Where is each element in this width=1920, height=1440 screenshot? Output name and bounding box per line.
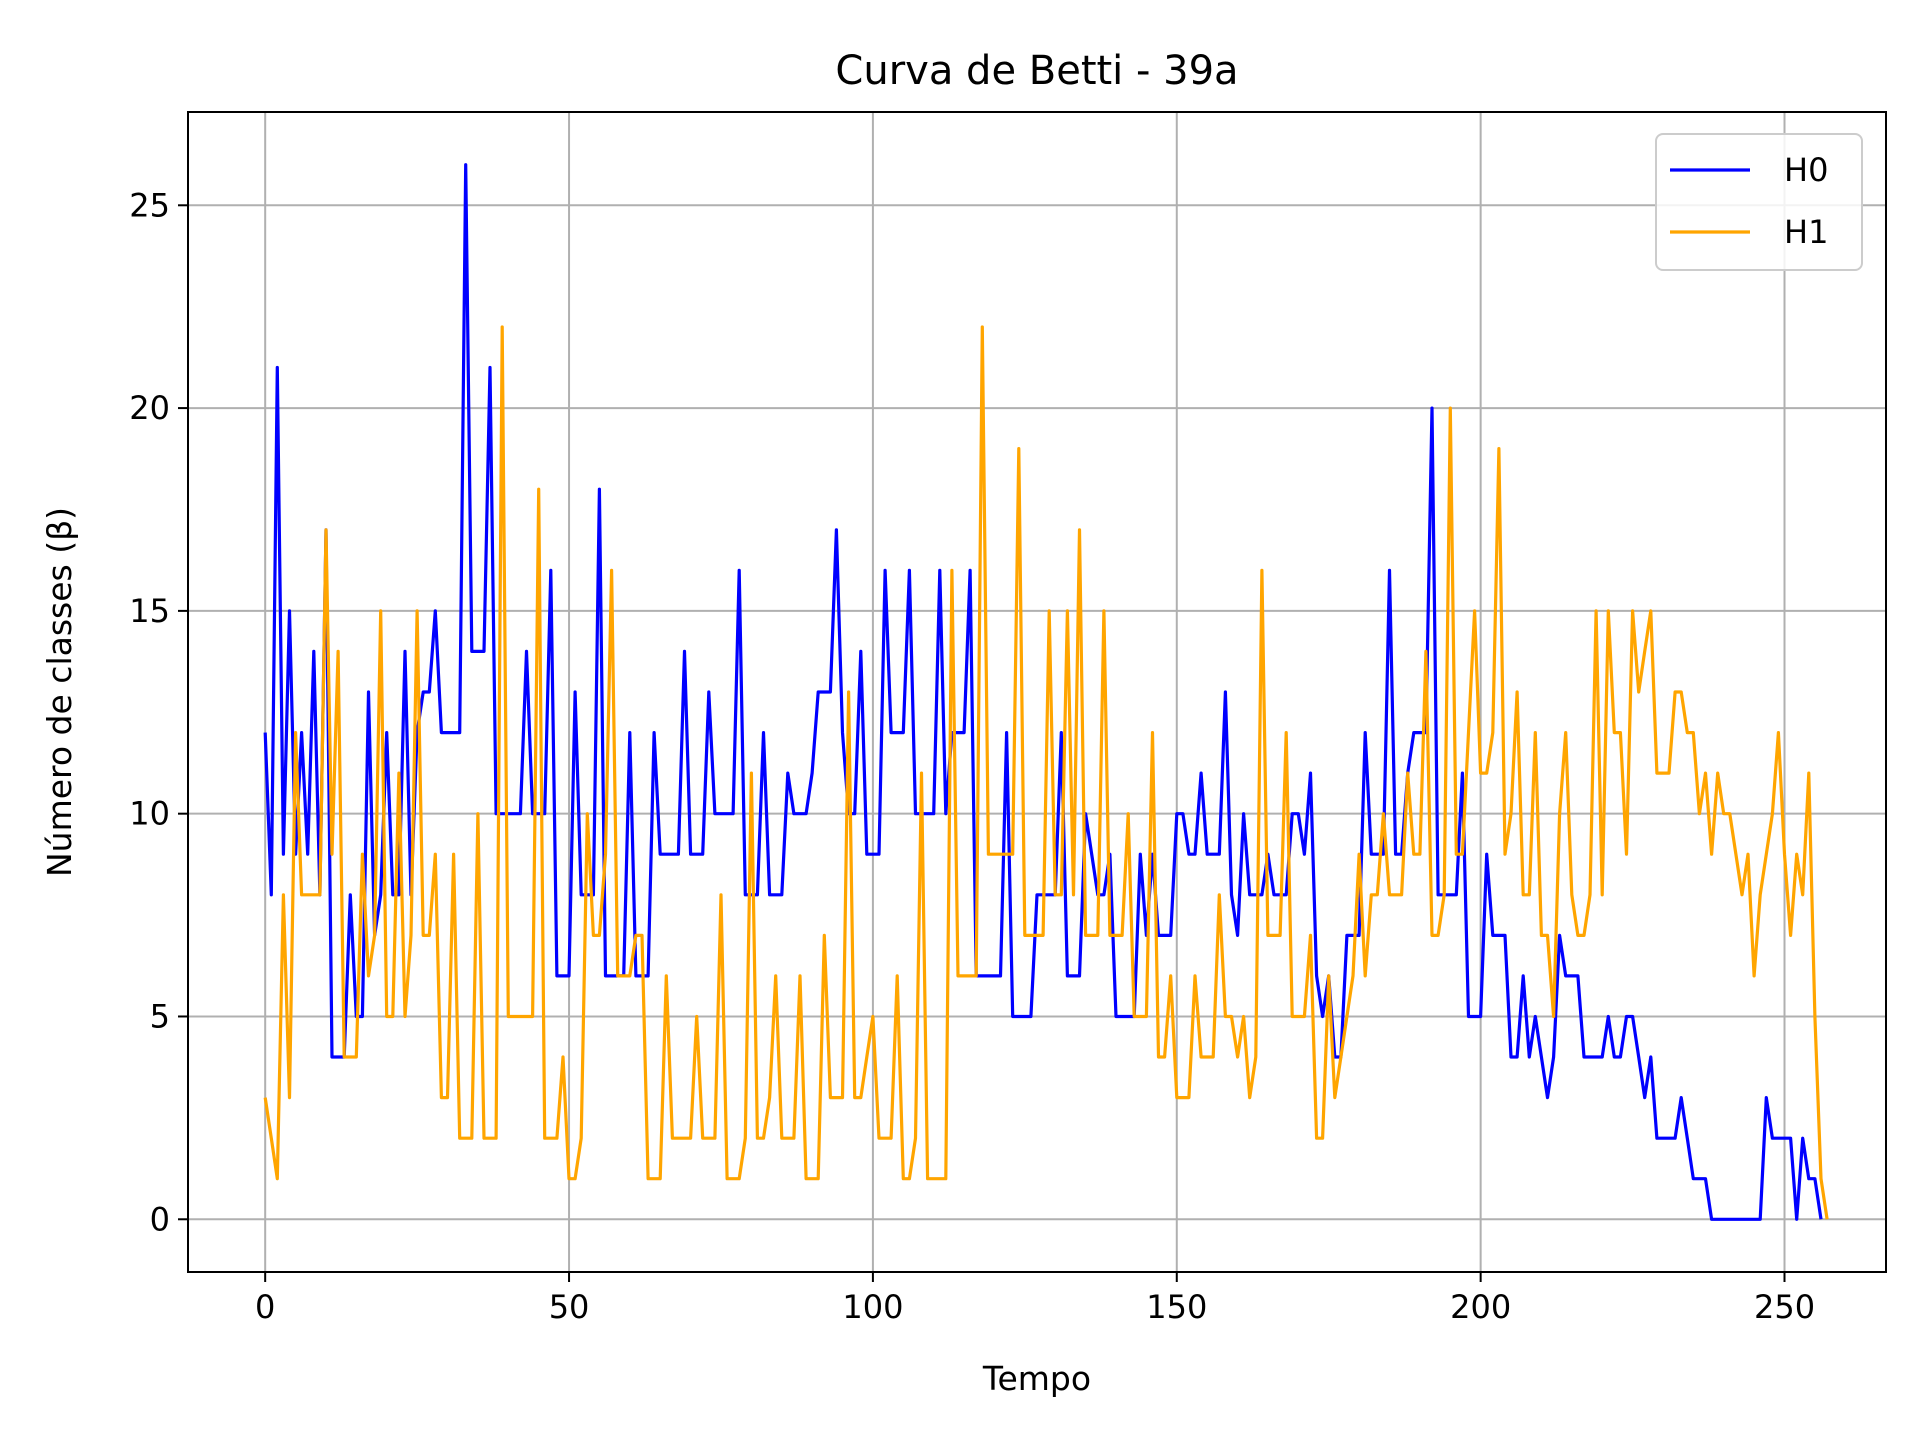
x-tick-label: 200 (1450, 1288, 1511, 1326)
legend-box (1655, 133, 1863, 271)
x-tick-label: 50 (549, 1288, 590, 1326)
y-tick-label: 15 (129, 592, 170, 630)
x-tick-label: 250 (1754, 1288, 1815, 1326)
y-tick-label: 25 (129, 186, 170, 224)
x-axis-title: Tempo (982, 1359, 1091, 1398)
x-tick-label: 100 (842, 1288, 903, 1326)
series-line-h1 (263, 325, 1829, 1220)
x-axis-ticks: 0 50 100 150 200 250 (255, 1272, 1815, 1326)
y-tick-label: 0 (150, 1200, 170, 1238)
y-tick-label: 10 (129, 795, 170, 833)
x-tick-label: 150 (1146, 1288, 1207, 1326)
y-tick-label: 5 (150, 997, 170, 1035)
y-axis-ticks: 0 5 10 15 20 25 (129, 186, 188, 1238)
y-axis-title: Número de classes (β) (40, 507, 79, 877)
legend-label-h1: H1 (1784, 213, 1828, 251)
chart-title: Curva de Betti - 39a (835, 48, 1238, 94)
legend: H0 H1 (1655, 133, 1863, 271)
plot-frame (187, 111, 1887, 1273)
y-tick-label: 20 (129, 389, 170, 427)
x-tick-label: 0 (255, 1288, 275, 1326)
legend-label-h0: H0 (1784, 151, 1828, 189)
grid-lines (188, 112, 1886, 1272)
series-lines (263, 163, 1829, 1221)
